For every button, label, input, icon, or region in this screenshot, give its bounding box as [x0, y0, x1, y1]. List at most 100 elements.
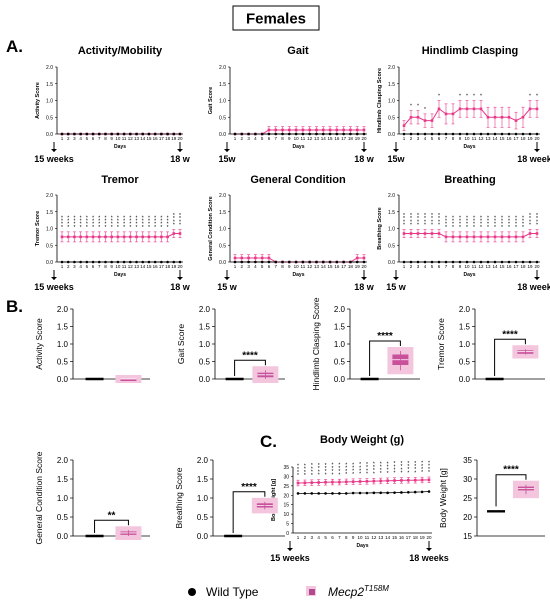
x-tick-label: 10	[464, 264, 470, 269]
significance-star: *	[325, 472, 327, 478]
significance-star: *	[508, 218, 510, 224]
x-tick-label: 8	[345, 535, 348, 540]
significance-star: *	[179, 216, 181, 222]
y-tick-label: 0.0	[334, 375, 346, 384]
data-point-mutant	[437, 107, 441, 111]
data-point-mutant	[355, 128, 359, 132]
y-axis-label: Breathing Score	[174, 467, 184, 528]
significance-star: *	[117, 222, 119, 228]
significance-star: *	[154, 215, 156, 221]
data-point-mutant	[281, 128, 284, 132]
data-point-wild-type	[281, 260, 284, 264]
significance-star: *	[111, 225, 113, 231]
x-tick-label: 1	[403, 264, 406, 269]
data-point-wild-type	[328, 132, 332, 136]
timeline-start-label: 15 weeks	[34, 154, 74, 164]
x-tick-label: 18	[165, 136, 171, 141]
significance-star: *	[142, 222, 144, 228]
y-tick-label: 30	[463, 475, 472, 484]
data-point-mutant	[416, 232, 420, 235]
data-point-wild-type	[335, 260, 339, 264]
x-tick-label: 15	[392, 535, 398, 540]
significance-star: *	[529, 223, 531, 229]
significance-star: *	[424, 107, 426, 113]
significance-star: *	[173, 213, 175, 219]
data-point-wild-type	[386, 491, 389, 495]
significance-star: *	[445, 218, 447, 224]
panel-label-a: A.	[6, 37, 23, 56]
x-tick-label: 4	[79, 264, 82, 269]
y-tick-label: 25	[463, 494, 472, 503]
chart-title: Activity/Mobility	[78, 45, 163, 57]
significance-star: *	[428, 470, 430, 476]
data-point-mutant	[430, 119, 434, 122]
significance-star: *	[311, 466, 313, 472]
x-tick-label: 14	[140, 264, 146, 269]
significance-star: *	[61, 225, 63, 231]
data-point-wild-type	[79, 260, 82, 264]
box-plot-2: 0.0 0.5 1.0 1.5 2.0 Gait Score ****	[176, 305, 285, 384]
data-point-mutant	[331, 480, 334, 484]
data-point-wild-type	[437, 260, 441, 264]
significance-star: *	[304, 467, 306, 473]
x-tick-label: 17	[406, 535, 412, 540]
y-tick-label: 0.5	[46, 243, 53, 249]
significance-bracket	[232, 491, 266, 533]
significance-star: *	[67, 218, 69, 224]
data-point-mutant	[386, 479, 389, 483]
x-tick-label: 14	[492, 264, 498, 269]
significance-star: *	[318, 473, 320, 479]
x-tick-label: 8	[452, 136, 455, 141]
data-point-mutant	[355, 256, 359, 260]
y-tick-label: 0.5	[197, 513, 209, 522]
significance-star: *	[73, 215, 75, 221]
legend-label-mutant-base: Mecp2	[328, 585, 364, 599]
x-tick-label: 2	[241, 136, 244, 141]
significance-star: *	[424, 223, 426, 229]
x-tick-label: 3	[73, 264, 76, 269]
significance-star: *	[410, 216, 412, 222]
significance-star: *	[92, 222, 94, 228]
significance-star: *	[487, 225, 489, 231]
significance-bracket	[94, 519, 129, 533]
significance-star: *	[414, 464, 416, 470]
significance-star: *	[345, 462, 347, 468]
box-plot-4: 0.0 0.5 1.0 1.5 2.0 Tremor Score ****	[436, 305, 545, 384]
data-point-wild-type	[254, 132, 257, 136]
data-point-mutant	[129, 235, 132, 239]
data-point-mutant	[301, 128, 305, 132]
significance-star: *	[136, 225, 138, 231]
significance-star: *	[421, 470, 423, 476]
data-point-mutant	[409, 115, 413, 119]
data-point-wild-type	[240, 132, 244, 136]
data-point-mutant	[66, 235, 70, 239]
data-point-mutant	[166, 235, 169, 239]
data-point-wild-type	[274, 260, 278, 264]
significance-label: **	[108, 510, 116, 521]
significance-star: *	[61, 218, 63, 224]
data-point-mutant	[338, 480, 341, 484]
data-point-mutant	[430, 232, 434, 235]
line-chart-6: Breathing 0.0 0.5 1.0 1.5 2.0 Breathing Score 1…	[377, 174, 550, 292]
significance-star: *	[104, 225, 106, 231]
significance-star: *	[331, 469, 333, 475]
significance-label: ****	[502, 329, 518, 340]
significance-star: *	[387, 465, 389, 471]
legend: Wild Type Mecp2T158M	[188, 584, 389, 599]
x-tick-label: 10	[294, 264, 300, 269]
significance-star: *	[515, 225, 517, 231]
x-tick-label: 19	[420, 535, 426, 540]
data-point-wild-type	[372, 491, 376, 495]
data-point-wild-type	[335, 132, 339, 136]
x-tick-label: 17	[159, 264, 165, 269]
data-point-wild-type	[393, 491, 396, 494]
data-point-wild-type	[122, 260, 126, 264]
data-point-mutant	[444, 235, 448, 239]
x-tick-label: 16	[153, 264, 159, 269]
significance-star: *	[522, 222, 524, 228]
y-tick-label: 0.5	[219, 243, 226, 249]
significance-star: *	[428, 467, 430, 473]
data-point-wild-type	[233, 132, 237, 136]
data-point-mutant	[172, 232, 176, 235]
timeline-end-label: 18 w	[170, 154, 191, 164]
